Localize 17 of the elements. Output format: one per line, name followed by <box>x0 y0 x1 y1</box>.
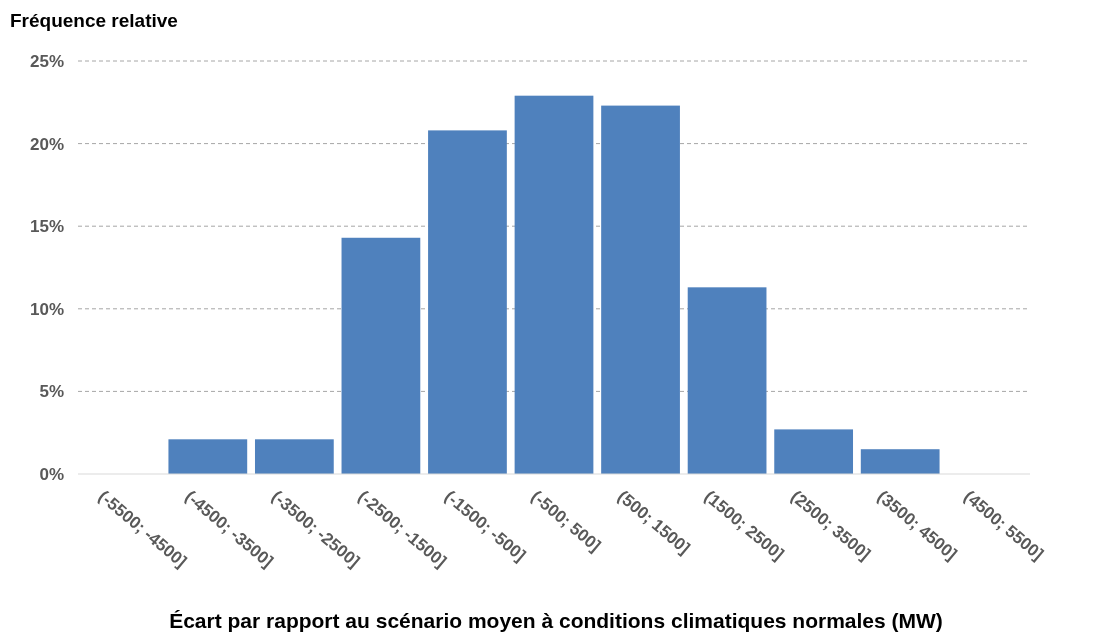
bar <box>341 237 421 474</box>
x-axis-title: Écart par rapport au scénario moyen à conditions climatiques normales (MW) <box>169 609 943 632</box>
bar <box>687 287 767 474</box>
bar <box>514 95 594 474</box>
y-tick-label: 10% <box>29 299 64 319</box>
bar <box>254 439 334 474</box>
bar <box>774 429 854 474</box>
y-axis-title: Fréquence relative <box>10 10 178 31</box>
bar <box>860 449 940 474</box>
y-tick-label: 15% <box>29 217 64 237</box>
y-tick-label: 0% <box>39 464 64 484</box>
bar <box>168 439 248 474</box>
y-tick-label: 25% <box>29 51 64 71</box>
y-tick-label: 5% <box>39 382 64 402</box>
bar <box>428 130 507 474</box>
bar <box>601 105 680 474</box>
y-tick-label: 20% <box>29 134 64 154</box>
